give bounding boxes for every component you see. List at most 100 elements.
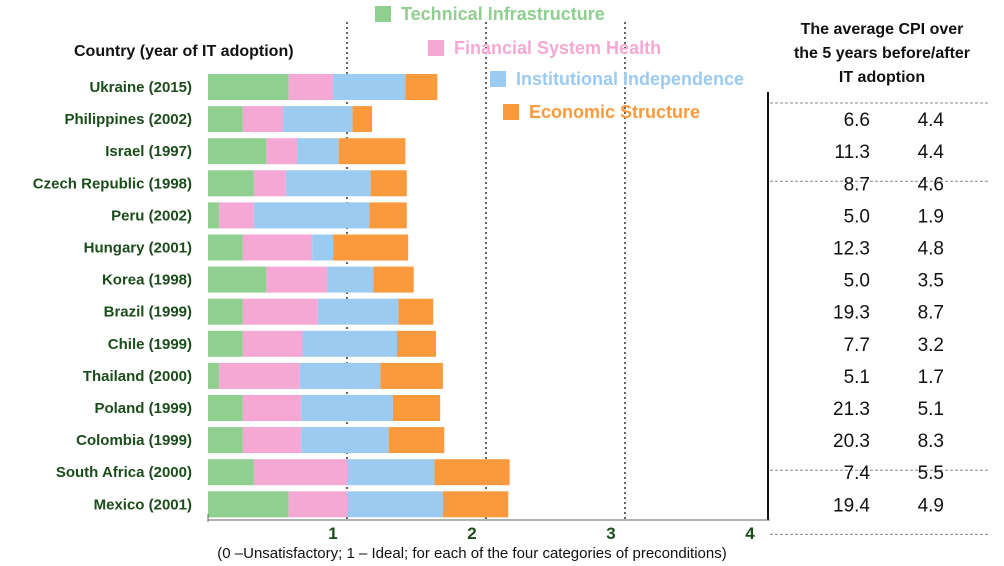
bar-economic-structure: [369, 202, 407, 229]
bar-financial-system-health: [242, 330, 303, 357]
bar-technical-infrastructure: [208, 491, 289, 518]
cpi-before-value: 21.3: [833, 399, 870, 420]
bar-institutional-independence: [327, 266, 374, 293]
header-right-line-3: IT adoption: [839, 69, 925, 86]
bar-economic-structure: [398, 298, 434, 325]
bar-technical-infrastructure: [208, 459, 254, 486]
cpi-before-value: 19.3: [833, 303, 870, 324]
bar-economic-structure: [388, 427, 445, 454]
bar-institutional-independence: [253, 202, 370, 229]
bar-economic-structure: [373, 266, 414, 293]
cpi-before-value: 5.0: [844, 271, 870, 292]
bar-financial-system-health: [242, 106, 284, 133]
bar-economic-structure: [333, 234, 409, 261]
bar-institutional-independence: [283, 106, 353, 133]
cpi-after-value: 8.3: [918, 431, 944, 452]
legend-label: Institutional Independence: [516, 69, 744, 89]
bar-economic-structure: [434, 459, 510, 486]
bar-technical-infrastructure: [208, 395, 243, 421]
bar-financial-system-health: [219, 202, 254, 229]
bar-economic-structure: [397, 330, 436, 357]
bar-technical-infrastructure: [208, 202, 220, 229]
cpi-after-value: 4.9: [918, 495, 944, 516]
bar-institutional-independence: [296, 138, 339, 165]
bar-technical-infrastructure: [208, 138, 267, 165]
legend-label: Economic Structure: [529, 102, 700, 122]
bar-financial-system-health: [242, 298, 318, 325]
bar-economic-structure: [352, 106, 373, 133]
bar-technical-infrastructure: [208, 234, 243, 261]
bars: [208, 74, 510, 518]
x-tick-label: 1: [328, 524, 337, 543]
cpi-after-value: 4.6: [918, 174, 944, 195]
bar-institutional-independence: [285, 170, 371, 197]
country-label: Peru (2002): [111, 207, 192, 224]
bar-technical-infrastructure: [208, 266, 267, 293]
bar-economic-structure: [405, 74, 438, 100]
bar-economic-structure: [338, 138, 406, 165]
country-label: Hungary (2001): [84, 240, 192, 257]
bar-financial-system-health: [242, 395, 302, 421]
bar-financial-system-health: [219, 362, 300, 389]
bar-institutional-independence: [347, 491, 443, 518]
cpi-after-value: 1.9: [918, 206, 944, 227]
bar-institutional-independence: [312, 234, 334, 261]
bar-financial-system-health: [253, 170, 286, 197]
cpi-before-value: 19.4: [833, 495, 870, 516]
cpi-before-value: 20.3: [833, 431, 870, 452]
country-labels: Ukraine (2015) Philippines (2002) Israel (…: [33, 79, 192, 513]
cpi-after-value: 1.7: [918, 367, 944, 388]
bar-economic-structure: [442, 491, 509, 518]
country-label: Brazil (1999): [104, 304, 192, 321]
country-label: Philippines (2002): [64, 111, 192, 128]
legend-swatch: [490, 71, 506, 87]
cpi-after-value: 4.8: [918, 239, 944, 260]
bar-technical-infrastructure: [208, 106, 243, 133]
country-label: Czech Republic (1998): [33, 175, 192, 192]
country-label: Ukraine (2015): [89, 79, 192, 96]
country-label: Thailand (2000): [83, 368, 192, 385]
bar-institutional-independence: [299, 362, 381, 389]
cpi-after-value: 4.4: [918, 142, 945, 163]
bar-institutional-independence: [317, 298, 399, 325]
bar-technical-infrastructure: [208, 298, 243, 325]
cpi-before-value: 6.6: [844, 110, 870, 131]
x-axis: 1 2 3 4: [207, 514, 770, 543]
bar-financial-system-health: [242, 427, 302, 454]
x-tick-label: 4: [745, 524, 755, 543]
bar-financial-system-health: [266, 266, 328, 293]
bar-economic-structure: [380, 362, 443, 389]
bar-technical-infrastructure: [208, 170, 254, 197]
bar-financial-system-health: [253, 459, 347, 486]
bar-institutional-independence: [301, 427, 389, 454]
legend-swatch: [375, 6, 391, 22]
x-tick-label: 2: [467, 524, 476, 543]
gridlines: [346, 22, 990, 535]
bar-financial-system-health: [288, 491, 347, 518]
legend-label: Technical Infrastructure: [401, 4, 605, 24]
cpi-before-value: 8.7: [844, 174, 870, 195]
bar-institutional-independence: [333, 74, 406, 100]
legend-swatch: [503, 104, 519, 120]
legend-label: Financial System Health: [454, 38, 661, 58]
bar-technical-infrastructure: [208, 362, 220, 389]
header-right-line-2: the 5 years before/after: [794, 45, 970, 62]
header-right-line-1: The average CPI over: [801, 21, 964, 38]
cpi-after-value: 5.5: [918, 463, 944, 484]
bar-financial-system-health: [288, 74, 334, 100]
footnote: (0 –Unsatisfactory; 1 – Ideal; for each …: [217, 545, 726, 562]
bar-institutional-independence: [301, 395, 393, 421]
country-label: Colombia (1999): [76, 432, 192, 449]
country-label: South Africa (2000): [56, 464, 192, 481]
cpi-after-value: 3.5: [918, 271, 944, 292]
bar-financial-system-health: [266, 138, 297, 165]
cpi-after-value: 3.2: [918, 335, 944, 356]
country-label: Korea (1998): [102, 272, 192, 289]
country-label: Mexico (2001): [94, 496, 192, 513]
country-label: Israel (1997): [105, 143, 192, 160]
cpi-before-value: 7.4: [844, 463, 871, 484]
bar-institutional-independence: [302, 330, 398, 357]
cpi-before-value: 5.0: [844, 206, 870, 227]
cpi-before-value: 12.3: [833, 239, 870, 260]
